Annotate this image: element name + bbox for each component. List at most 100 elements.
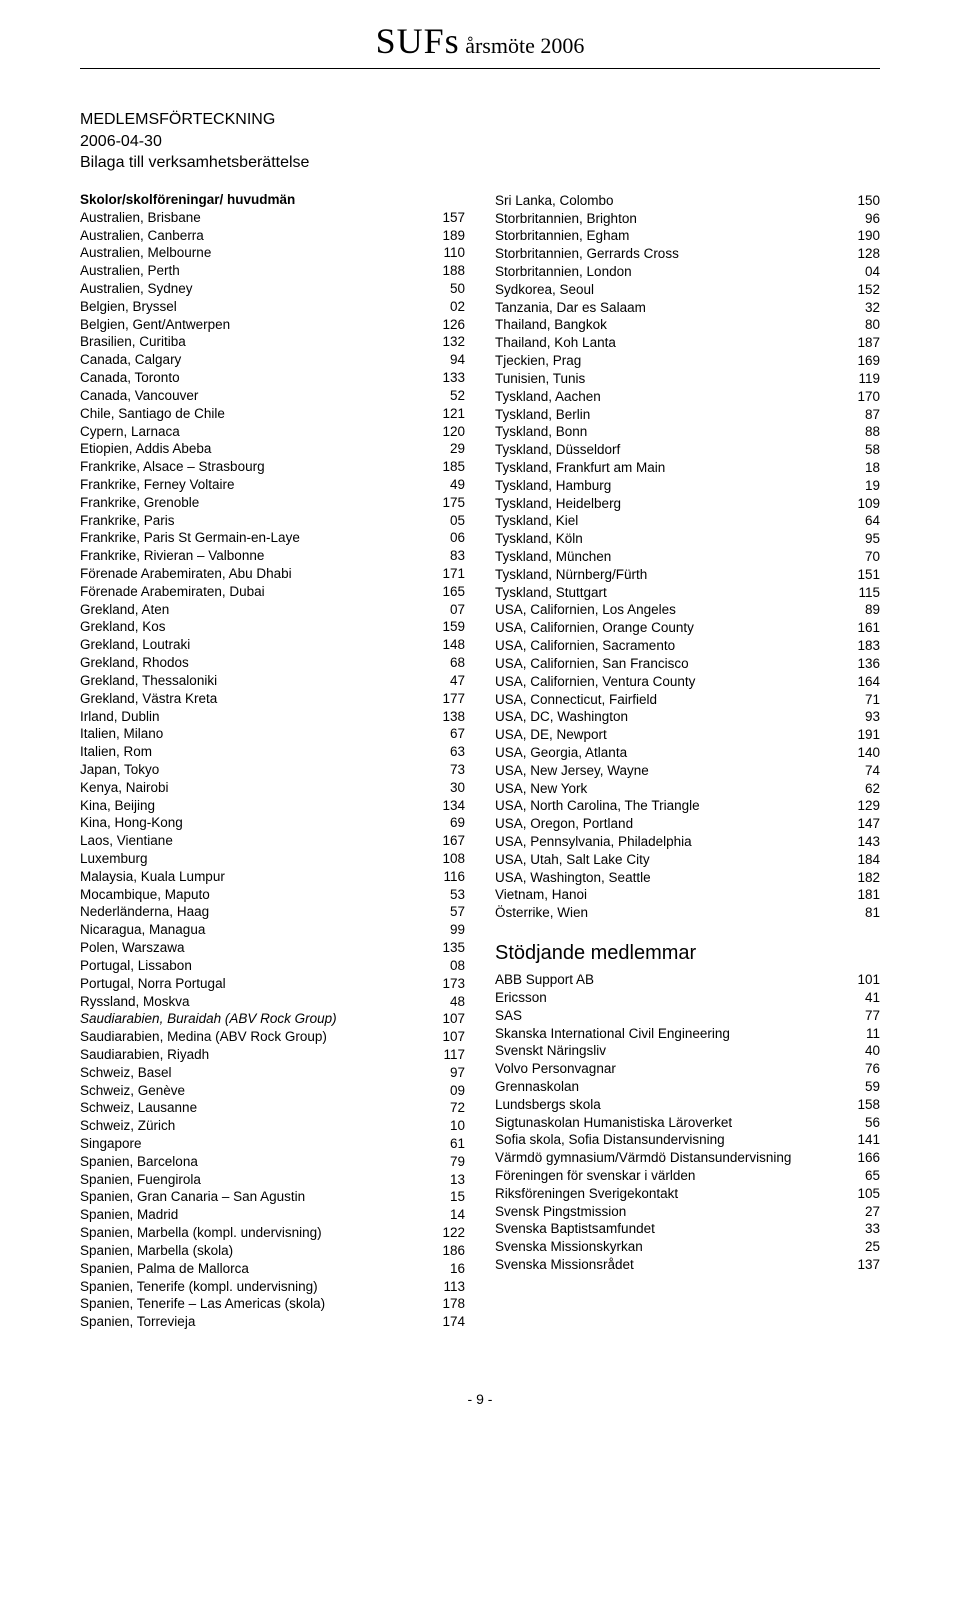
right-bottom-section-title: Stödjande medlemmar <box>495 942 880 965</box>
list-row: Storbritannien, London04 <box>495 263 880 281</box>
row-label: USA, New Jersey, Wayne <box>495 762 840 780</box>
list-row: Schweiz, Zürich10 <box>80 1117 465 1135</box>
row-value: 74 <box>840 762 880 780</box>
row-label: Svenska Missionskyrkan <box>495 1238 840 1256</box>
row-value: 11 <box>840 1025 880 1043</box>
row-value: 07 <box>425 601 465 619</box>
list-row: Sydkorea, Seoul152 <box>495 281 880 299</box>
list-row: Tyskland, Hamburg19 <box>495 477 880 495</box>
row-label: Storbritannien, Egham <box>495 227 840 245</box>
list-row: Storbritannien, Egham190 <box>495 227 880 245</box>
row-value: 110 <box>425 244 465 262</box>
row-label: Spanien, Palma de Mallorca <box>80 1260 425 1278</box>
row-label: Storbritannien, Brighton <box>495 210 840 228</box>
row-value: 63 <box>425 743 465 761</box>
row-label: Saudiarabien, Buraidah (ABV Rock Group) <box>80 1010 425 1028</box>
list-row: Frankrike, Grenoble175 <box>80 494 465 512</box>
row-value: 68 <box>425 654 465 672</box>
list-row: Vietnam, Hanoi181 <box>495 886 880 904</box>
row-label: Frankrike, Paris St Germain-en-Laye <box>80 529 425 547</box>
row-label: Grennaskolan <box>495 1078 840 1096</box>
page-number: - 9 - <box>468 1391 493 1407</box>
list-row: USA, New York62 <box>495 780 880 798</box>
row-value: 88 <box>840 423 880 441</box>
list-row: Frankrike, Rivieran – Valbonne83 <box>80 547 465 565</box>
list-row: USA, Californien, Sacramento183 <box>495 637 880 655</box>
row-value: 128 <box>840 245 880 263</box>
row-value: 108 <box>425 850 465 868</box>
row-value: 151 <box>840 566 880 584</box>
list-row: Thailand, Bangkok80 <box>495 316 880 334</box>
list-row: Lundsbergs skola158 <box>495 1096 880 1114</box>
list-row: Canada, Vancouver52 <box>80 387 465 405</box>
row-label: Belgien, Bryssel <box>80 298 425 316</box>
row-value: 32 <box>840 299 880 317</box>
row-value: 95 <box>840 530 880 548</box>
row-label: Italien, Milano <box>80 725 425 743</box>
row-label: Svensk Pingstmission <box>495 1203 840 1221</box>
row-value: 62 <box>840 780 880 798</box>
list-row: Svenskt Näringsliv40 <box>495 1042 880 1060</box>
row-value: 143 <box>840 833 880 851</box>
row-label: Spanien, Marbella (skola) <box>80 1242 425 1260</box>
row-label: Frankrike, Alsace – Strasbourg <box>80 458 425 476</box>
row-value: 177 <box>425 690 465 708</box>
list-row: USA, Connecticut, Fairfield71 <box>495 691 880 709</box>
row-value: 147 <box>840 815 880 833</box>
row-label: Tyskland, Nürnberg/Fürth <box>495 566 840 584</box>
row-value: 188 <box>425 262 465 280</box>
list-row: Spanien, Barcelona79 <box>80 1153 465 1171</box>
list-row: Spanien, Fuengirola13 <box>80 1171 465 1189</box>
list-row: Grekland, Loutraki148 <box>80 636 465 654</box>
row-label: Tyskland, Aachen <box>495 388 840 406</box>
row-label: Ryssland, Moskva <box>80 993 425 1011</box>
list-row: USA, Georgia, Atlanta140 <box>495 744 880 762</box>
row-label: Volvo Personvagnar <box>495 1060 840 1078</box>
header-title-main: SUFs <box>376 21 460 61</box>
row-value: 121 <box>425 405 465 423</box>
row-label: Österrike, Wien <box>495 904 840 922</box>
row-label: Nederländerna, Haag <box>80 903 425 921</box>
row-label: Spanien, Tenerife – Las Americas (skola) <box>80 1295 425 1313</box>
row-label: Spanien, Barcelona <box>80 1153 425 1171</box>
row-value: 83 <box>425 547 465 565</box>
row-value: 175 <box>425 494 465 512</box>
row-value: 80 <box>840 316 880 334</box>
row-value: 50 <box>425 280 465 298</box>
row-label: Sofia skola, Sofia Distansundervisning <box>495 1131 840 1149</box>
list-row: USA, North Carolina, The Triangle129 <box>495 797 880 815</box>
row-value: 67 <box>425 725 465 743</box>
list-row: Canada, Calgary94 <box>80 351 465 369</box>
row-label: Portugal, Norra Portugal <box>80 975 425 993</box>
row-value: 148 <box>425 636 465 654</box>
row-label: Storbritannien, Gerrards Cross <box>495 245 840 263</box>
row-label: Riksföreningen Sverigekontakt <box>495 1185 840 1203</box>
row-label: Tyskland, Hamburg <box>495 477 840 495</box>
row-value: 116 <box>425 868 465 886</box>
columns: Skolor/skolföreningar/ huvudmän Australi… <box>80 192 880 1331</box>
list-row: Förenade Arabemiraten, Dubai165 <box>80 583 465 601</box>
list-row: Spanien, Marbella (kompl. undervisning)1… <box>80 1224 465 1242</box>
row-label: Sri Lanka, Colombo <box>495 192 840 210</box>
row-value: 129 <box>840 797 880 815</box>
row-value: 182 <box>840 869 880 887</box>
list-row: Riksföreningen Sverigekontakt105 <box>495 1185 880 1203</box>
row-label: Canada, Toronto <box>80 369 425 387</box>
row-label: Tunisien, Tunis <box>495 370 840 388</box>
row-value: 33 <box>840 1220 880 1238</box>
row-value: 30 <box>425 779 465 797</box>
list-row: Canada, Toronto133 <box>80 369 465 387</box>
row-label: Tyskland, Kiel <box>495 512 840 530</box>
row-label: Australien, Canberra <box>80 227 425 245</box>
page-footer: - 9 - <box>80 1391 880 1407</box>
list-row: Tyskland, Nürnberg/Fürth151 <box>495 566 880 584</box>
row-value: 16 <box>425 1260 465 1278</box>
list-row: Svenska Missionskyrkan25 <box>495 1238 880 1256</box>
list-row: Tyskland, Aachen170 <box>495 388 880 406</box>
row-label: Spanien, Fuengirola <box>80 1171 425 1189</box>
row-value: 10 <box>425 1117 465 1135</box>
row-value: 185 <box>425 458 465 476</box>
row-value: 14 <box>425 1206 465 1224</box>
list-row: Värmdö gymnasium/Värmdö Distansundervisn… <box>495 1149 880 1167</box>
list-row: Saudiarabien, Buraidah (ABV Rock Group)1… <box>80 1010 465 1028</box>
